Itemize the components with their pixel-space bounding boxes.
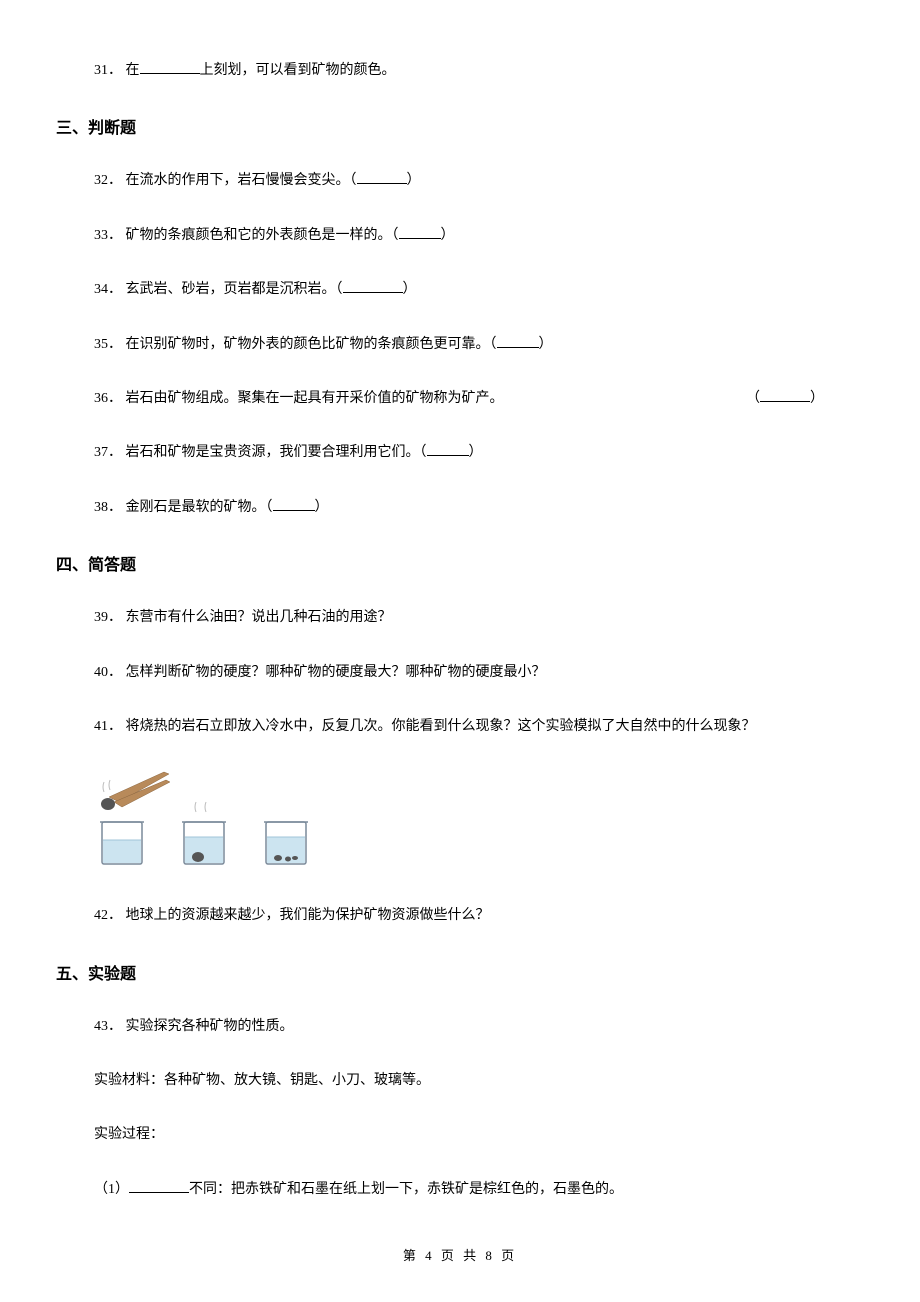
q41-text: 将烧热的岩石立即放入冷水中，反复几次。你能看到什么现象？这个实验模拟了大自然中的… xyxy=(126,719,756,734)
q32-num: 32． xyxy=(94,173,122,188)
step1-after: 不同：把赤铁矿和石墨在纸上划一下，赤铁矿是棕红色的，石墨色的。 xyxy=(189,1182,623,1197)
q36-num: 36． xyxy=(94,391,122,406)
section-5-heading: 五、实验题 xyxy=(56,960,864,984)
section-3-heading: 三、判断题 xyxy=(56,114,864,138)
q31-blank xyxy=(140,60,200,74)
step1-blank xyxy=(129,1179,189,1193)
question-43: 43． 实验探究各种矿物的性质。 xyxy=(56,1016,864,1038)
beaker-1-icon xyxy=(100,822,144,864)
question-42: 42． 地球上的资源越来越少，我们能为保护矿物资源做些什么？ xyxy=(56,905,864,927)
q34-num: 34． xyxy=(94,282,122,297)
step1-prefix: （1） xyxy=(94,1182,129,1197)
q39-text: 东营市有什么油田？说出几种石油的用途？ xyxy=(126,610,392,625)
q36-text: 岩石由矿物组成。聚集在一起具有开采价值的矿物称为矿产。 xyxy=(126,391,504,406)
q37-num: 37． xyxy=(94,445,122,460)
question-34: 34． 玄武岩、砂岩，页岩都是沉积岩。（ ） xyxy=(56,279,864,301)
q38-blank xyxy=(273,497,315,511)
q35-text: 在识别矿物时，矿物外表的颜色比矿物的条痕颜色更可靠。（ xyxy=(126,337,497,352)
q33-blank xyxy=(399,225,441,239)
q34-close: ） xyxy=(403,282,417,297)
experiment-step-1: （1） 不同：把赤铁矿和石墨在纸上划一下，赤铁矿是棕红色的，石墨色的。 xyxy=(56,1179,864,1201)
experiment-materials: 实验材料：各种矿物、放大镜、钥匙、小刀、玻璃等。 xyxy=(56,1070,864,1092)
q32-blank xyxy=(357,170,407,184)
q35-close: ） xyxy=(539,337,553,352)
q36-blank xyxy=(760,388,810,402)
q39-num: 39． xyxy=(94,610,122,625)
question-37: 37． 岩石和矿物是宝贵资源，我们要合理利用它们。（ ） xyxy=(56,442,864,464)
q33-num: 33． xyxy=(94,228,122,243)
q36-paren: （） xyxy=(746,388,824,410)
q34-blank xyxy=(343,279,403,293)
experiment-process: 实验过程： xyxy=(56,1124,864,1146)
q32-text: 在流水的作用下，岩石慢慢会变尖。（ xyxy=(126,173,357,188)
q31-after: 上刻划，可以看到矿物的颜色。 xyxy=(200,63,396,78)
question-31: 31． 在 上刻划，可以看到矿物的颜色。 xyxy=(56,60,864,82)
experiment-diagram xyxy=(94,762,864,877)
q34-text: 玄武岩、砂岩，页岩都是沉积岩。（ xyxy=(126,282,343,297)
q38-num: 38． xyxy=(94,500,122,515)
question-35: 35． 在识别矿物时，矿物外表的颜色比矿物的条痕颜色更可靠。（ ） xyxy=(56,334,864,356)
beaker-2-icon xyxy=(182,802,226,864)
q37-text: 岩石和矿物是宝贵资源，我们要合理利用它们。（ xyxy=(126,445,427,460)
q35-blank xyxy=(497,334,539,348)
section-4-heading: 四、简答题 xyxy=(56,551,864,575)
question-32: 32． 在流水的作用下，岩石慢慢会变尖。（ ） xyxy=(56,170,864,192)
question-40: 40． 怎样判断矿物的硬度？哪种矿物的硬度最大？哪种矿物的硬度最小？ xyxy=(56,662,864,684)
question-38: 38． 金刚石是最软的矿物。（ ） xyxy=(56,497,864,519)
q33-text: 矿物的条痕颜色和它的外表颜色是一样的。（ xyxy=(126,228,399,243)
q40-num: 40． xyxy=(94,665,122,680)
page-footer: 第 4 页 共 8 页 xyxy=(0,1245,920,1264)
question-41: 41． 将烧热的岩石立即放入冷水中，反复几次。你能看到什么现象？这个实验模拟了大… xyxy=(56,716,864,738)
q43-num: 43． xyxy=(94,1019,122,1034)
q42-num: 42． xyxy=(94,908,122,923)
q35-num: 35． xyxy=(94,337,122,352)
q41-num: 41． xyxy=(94,719,122,734)
q31-before: 在 xyxy=(126,63,140,78)
q38-close: ） xyxy=(315,500,329,515)
question-36: 36． 岩石由矿物组成。聚集在一起具有开采价值的矿物称为矿产。 （） xyxy=(56,388,864,410)
q33-close: ） xyxy=(441,228,455,243)
q37-close: ） xyxy=(469,445,483,460)
q32-close: ） xyxy=(407,173,421,188)
tongs-icon xyxy=(101,772,170,810)
q38-text: 金刚石是最软的矿物。（ xyxy=(126,500,273,515)
q42-text: 地球上的资源越来越少，我们能为保护矿物资源做些什么？ xyxy=(126,908,490,923)
beaker-3-icon xyxy=(264,822,308,864)
q31-num: 31． xyxy=(94,63,122,78)
q43-text: 实验探究各种矿物的性质。 xyxy=(126,1019,294,1034)
beaker-experiment-svg xyxy=(94,762,324,872)
question-39: 39． 东营市有什么油田？说出几种石油的用途？ xyxy=(56,607,864,629)
question-33: 33． 矿物的条痕颜色和它的外表颜色是一样的。（ ） xyxy=(56,225,864,247)
q37-blank xyxy=(427,442,469,456)
q40-text: 怎样判断矿物的硬度？哪种矿物的硬度最大？哪种矿物的硬度最小？ xyxy=(126,665,546,680)
